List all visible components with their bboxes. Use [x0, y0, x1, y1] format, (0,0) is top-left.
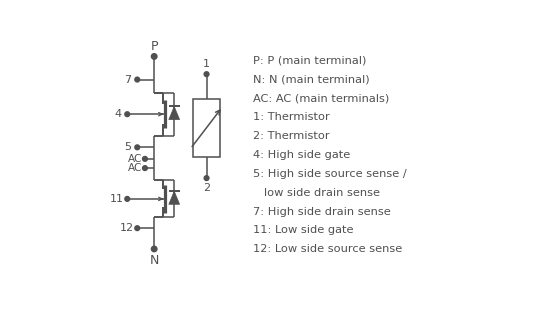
Text: 7: 7 [124, 74, 131, 85]
Polygon shape [169, 191, 180, 204]
Text: 5: High side source sense /: 5: High side source sense / [253, 169, 407, 179]
Text: N: N (main terminal): N: N (main terminal) [253, 74, 370, 85]
Text: AC: AC [128, 163, 142, 173]
Text: 1: 1 [203, 59, 210, 69]
Circle shape [125, 112, 130, 117]
Text: low side drain sense: low side drain sense [253, 188, 380, 198]
Text: 12: 12 [119, 223, 134, 233]
Text: 2: Thermistor: 2: Thermistor [253, 131, 329, 141]
Circle shape [152, 246, 157, 252]
Circle shape [135, 145, 140, 150]
Circle shape [152, 54, 157, 59]
Circle shape [135, 77, 140, 82]
Text: 7: High side drain sense: 7: High side drain sense [253, 206, 391, 217]
Circle shape [204, 176, 209, 180]
Text: 1: Thermistor: 1: Thermistor [253, 112, 330, 122]
Bar [193, 99, 220, 157]
Text: 11: 11 [110, 194, 124, 204]
Text: 4: 4 [114, 109, 122, 119]
Text: AC: AC (main terminals): AC: AC (main terminals) [253, 93, 389, 104]
Text: 11: Low side gate: 11: Low side gate [253, 225, 353, 236]
Text: P: P (main terminal): P: P (main terminal) [253, 56, 366, 66]
Text: 4: High side gate: 4: High side gate [253, 150, 350, 160]
Circle shape [143, 166, 147, 171]
Text: 5: 5 [124, 142, 131, 152]
Circle shape [125, 197, 130, 201]
Circle shape [204, 72, 209, 77]
Text: P: P [150, 40, 158, 53]
Text: AC: AC [128, 154, 142, 164]
Circle shape [143, 157, 147, 161]
Text: 12: Low side source sense: 12: Low side source sense [253, 244, 402, 254]
Text: N: N [149, 254, 159, 267]
Text: 2: 2 [203, 183, 210, 193]
Polygon shape [169, 107, 180, 120]
Circle shape [135, 226, 140, 230]
